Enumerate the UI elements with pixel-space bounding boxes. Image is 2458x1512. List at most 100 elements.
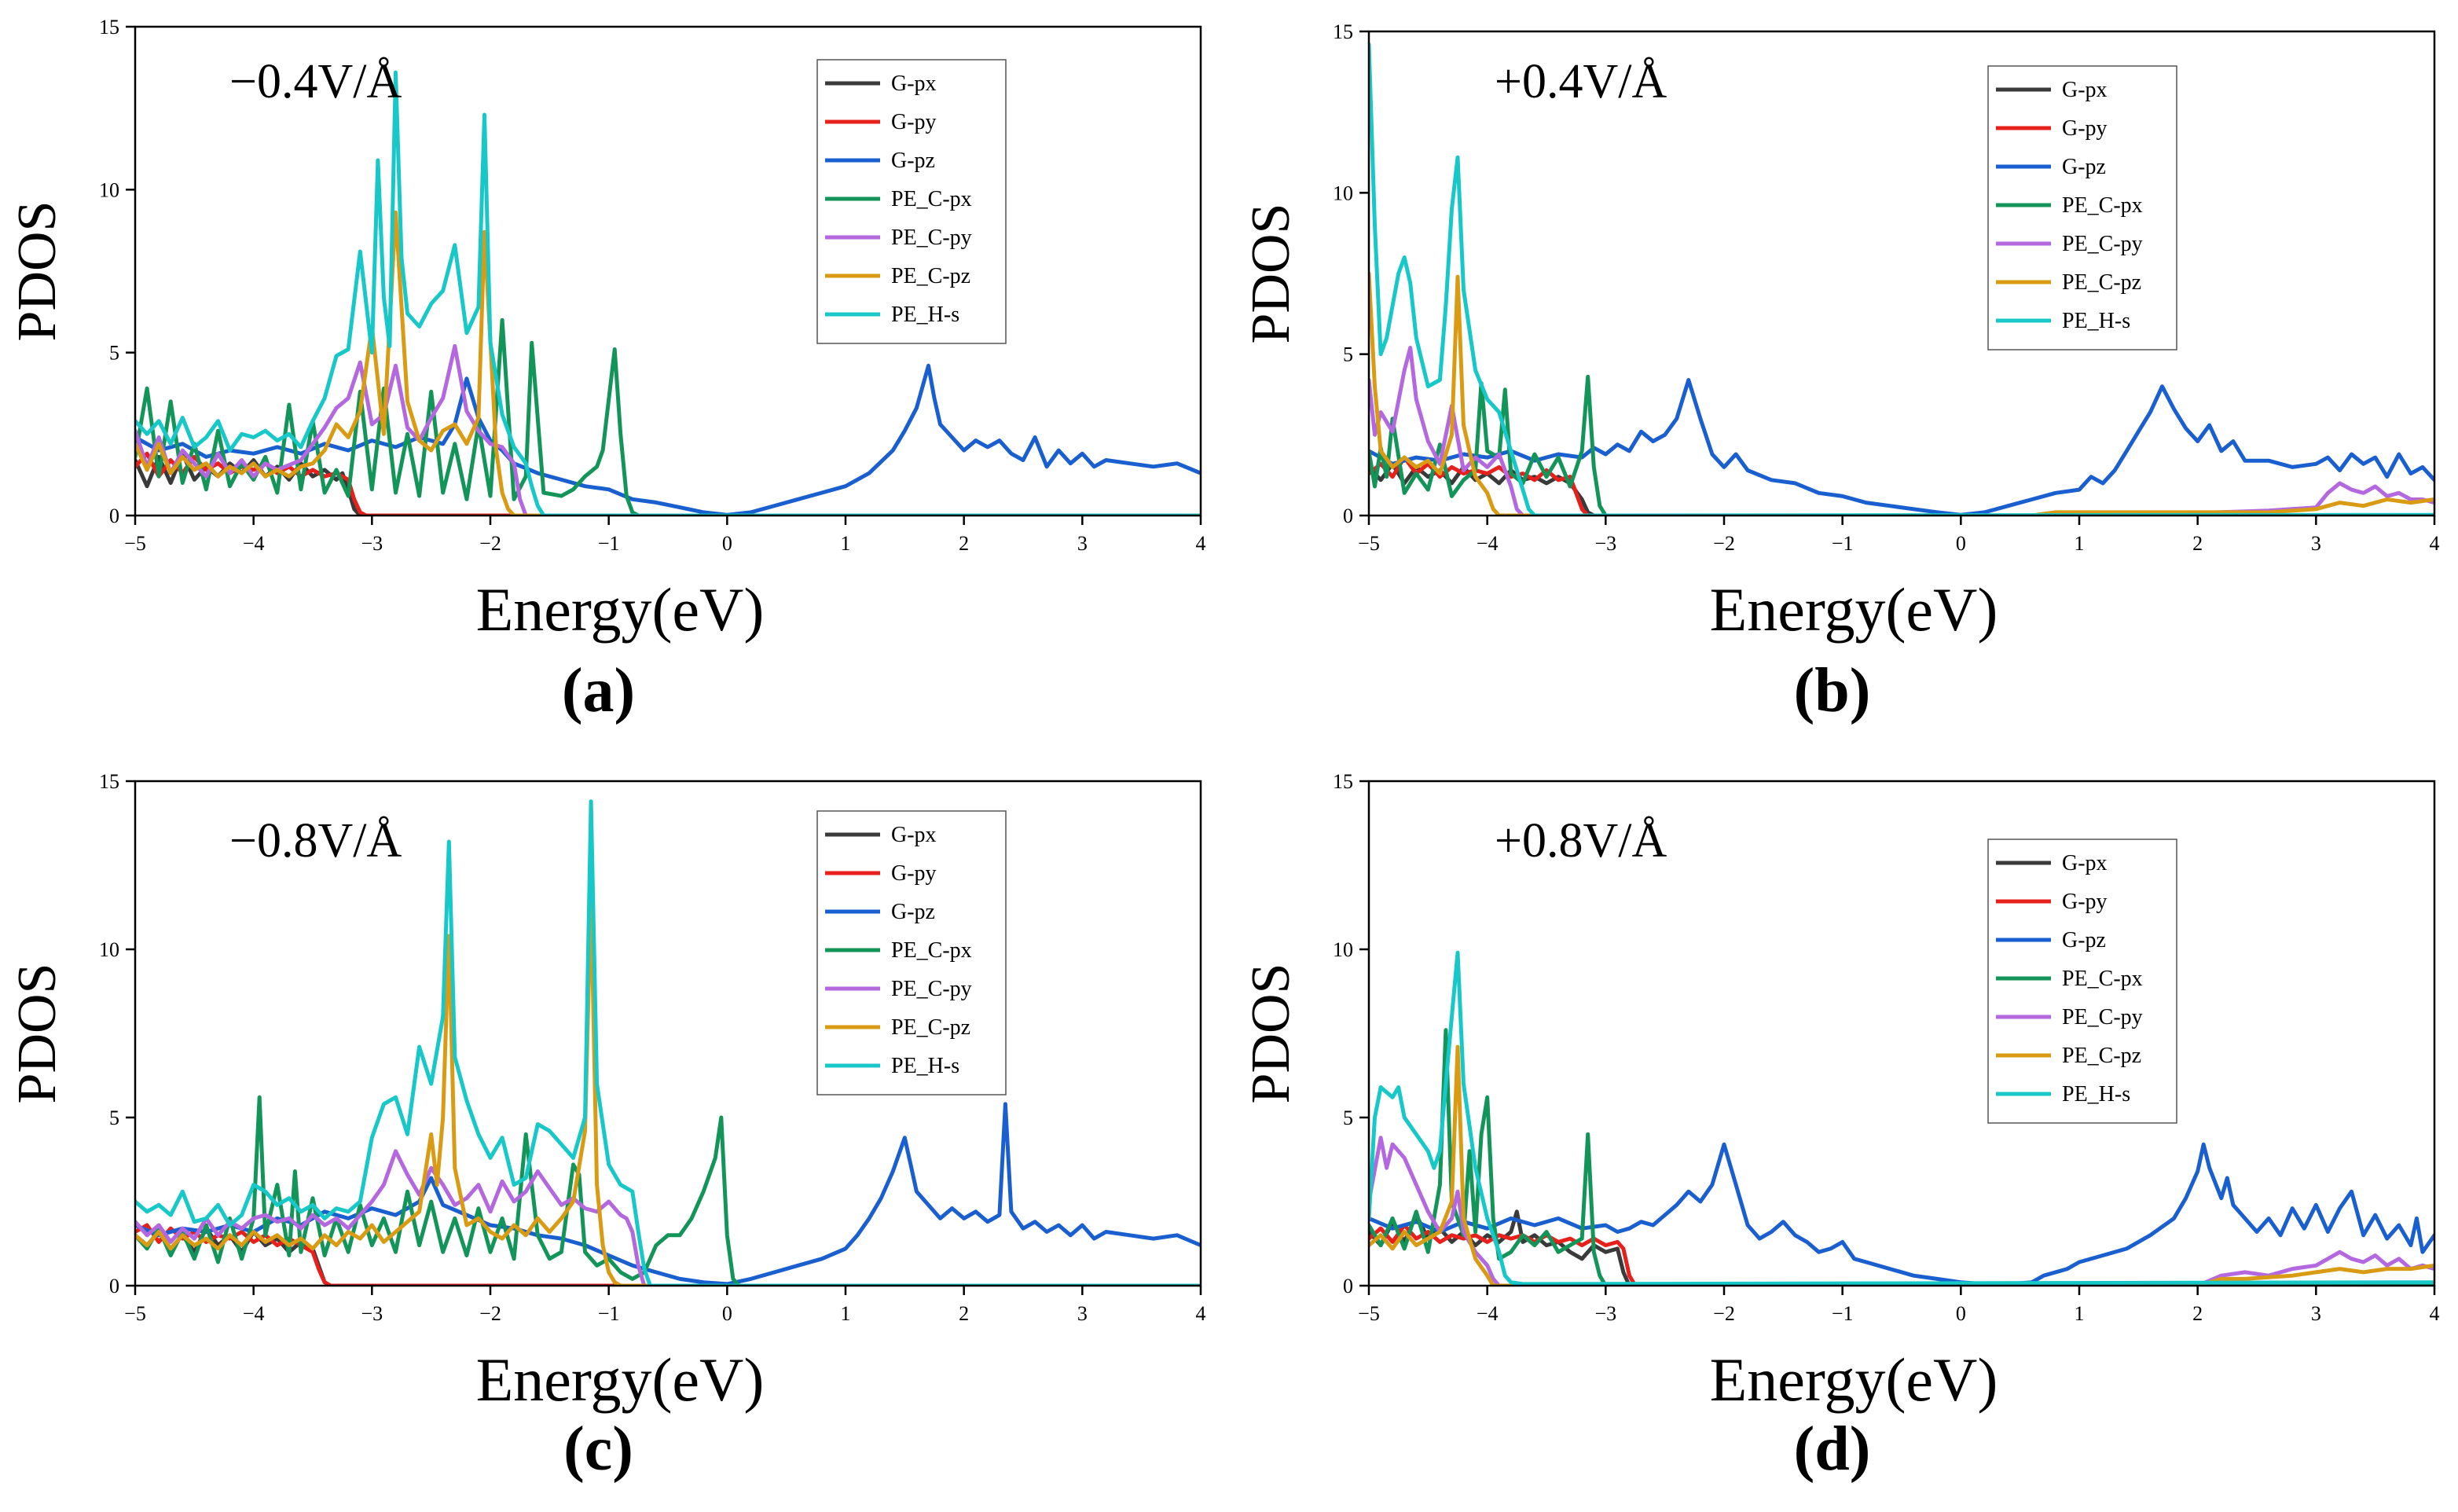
series-line-pe-c-py: [1369, 1136, 2434, 1286]
y-axis-label: PDOS: [1241, 204, 1301, 344]
legend-label: G-pz: [891, 149, 935, 173]
y-tick-label: 15: [99, 16, 119, 39]
y-tick-label: 15: [1333, 20, 1353, 43]
x-tick-label: 0: [722, 1302, 732, 1325]
series-line-g-py: [1369, 1223, 2434, 1286]
x-tick-label: 3: [2311, 1302, 2321, 1325]
series-line-pe-c-pz: [1369, 1044, 2434, 1286]
series-line-pe-h-s: [1369, 950, 2434, 1286]
series-line-g-py: [1369, 455, 2434, 516]
plot-frame: [134, 25, 1202, 517]
x-tick-label: −3: [1594, 1302, 1616, 1325]
x-tick-label: 4: [2430, 532, 2440, 555]
x-tick-label: −1: [598, 1302, 620, 1325]
x-tick-label: −1: [598, 532, 620, 555]
series-line-g-pz: [135, 1102, 1201, 1286]
field-annotation: −0.8V/Å: [229, 814, 402, 868]
legend-label: PE_C-py: [2062, 232, 2143, 256]
panel-label: (d): [1794, 1415, 1871, 1484]
y-tick-label: 0: [1343, 505, 1353, 527]
series-line-pe-h-s: [1369, 42, 2434, 516]
y-tick-label: 0: [109, 505, 119, 527]
chart-panel: −5 −4 −3 −2 −1 0 1 2 3 4 0 5 10 15 Energy(eV) PDOS +0.4V…: [1241, 20, 2440, 725]
series-line-pe-c-px: [1369, 374, 2434, 516]
legend-label: G-pz: [2062, 155, 2106, 179]
legend-label: PE_H-s: [891, 303, 959, 327]
field-annotation: +0.8V/Å: [1495, 814, 1667, 868]
x-axis-label: Energy(eV): [1710, 1345, 1998, 1414]
y-axis-label: PDOS: [7, 963, 68, 1104]
x-tick-label: 1: [2075, 532, 2085, 555]
series-line-g-pz: [135, 363, 1201, 516]
x-tick-label: −4: [243, 532, 265, 555]
x-tick-label: 1: [841, 532, 851, 555]
series-line-pe-c-px: [1369, 1028, 2434, 1286]
legend-box: [1987, 839, 2177, 1124]
series-line-g-pz: [1369, 1142, 2434, 1286]
panel-label: (a): [562, 656, 635, 725]
x-tick-label: −3: [361, 1302, 383, 1325]
x-tick-label: −2: [479, 532, 501, 555]
x-tick-label: 0: [1956, 532, 1966, 555]
y-tick-label: 10: [99, 178, 119, 201]
legend: G-px G-py G-pz PE_C-px PE_C-py PE_C-pz PE_H-s: [816, 810, 1007, 1095]
legend-label: G-px: [891, 823, 937, 847]
x-axis-label: Energy(eV): [1710, 575, 1998, 644]
chart-panel: −5 −4 −3 −2 −1 0 1 2 3 4 0 5 10 15 Energy(eV) PDOS −0.4V…: [7, 16, 1206, 725]
series-line-pe-c-py: [135, 1149, 1201, 1286]
legend-label: G-px: [891, 72, 937, 96]
legend: G-px G-py G-pz PE_C-px PE_C-py PE_C-pz PE_H-s: [816, 59, 1007, 344]
legend-label: PE_C-pz: [2062, 1044, 2141, 1068]
x-tick-label: 0: [722, 532, 732, 555]
y-tick-label: 0: [1343, 1275, 1353, 1297]
series-line-pe-h-s: [135, 799, 1201, 1286]
legend-label: PE_C-py: [891, 977, 972, 1001]
x-tick-label: 2: [2192, 532, 2203, 555]
legend-label: G-py: [2062, 890, 2108, 914]
series-line-pe-c-pz: [135, 894, 1201, 1286]
plot-frame: [1367, 780, 2436, 1287]
legend-label: G-py: [891, 110, 937, 134]
legend-label: PE_C-pz: [891, 1015, 970, 1040]
y-tick-label: 5: [1343, 1106, 1353, 1129]
x-axis-label: Energy(eV): [476, 575, 765, 644]
x-tick-label: 0: [1956, 1302, 1966, 1325]
legend-label: PE_C-px: [2062, 967, 2143, 991]
series-group: [135, 70, 1201, 516]
legend-label: PE_H-s: [891, 1054, 959, 1078]
legend-box: [1987, 65, 2177, 350]
legend-box: [816, 59, 1007, 344]
x-tick-label: −4: [243, 1302, 265, 1325]
panels-container: −5 −4 −3 −2 −1 0 1 2 3 4051015Energy(eV)PDOS−0.4V…: [7, 16, 2440, 1484]
x-tick-label: −5: [124, 1302, 146, 1325]
x-tick-label: −5: [124, 532, 146, 555]
x-tick-label: 2: [2192, 1302, 2203, 1325]
y-tick-label: 10: [99, 938, 119, 961]
field-annotation: −0.4V/Å: [229, 55, 402, 108]
x-tick-label: 1: [841, 1302, 851, 1325]
series-group: [135, 799, 1201, 1286]
series-group: [1369, 42, 2434, 516]
series-line-pe-c-py: [1369, 346, 2434, 516]
y-tick-label: 10: [1333, 182, 1353, 204]
y-tick-label: 5: [109, 342, 119, 365]
legend-label: G-px: [2062, 851, 2108, 875]
y-tick-label: 5: [109, 1106, 119, 1129]
x-tick-label: −4: [1477, 1302, 1499, 1325]
y-tick-label: 0: [109, 1275, 119, 1297]
x-tick-label: 3: [1077, 1302, 1088, 1325]
x-tick-label: 2: [959, 1302, 969, 1325]
x-tick-label: −2: [1713, 1302, 1735, 1325]
x-tick-label: −3: [1594, 532, 1616, 555]
series-line-pe-c-pz: [1369, 271, 2434, 516]
plot-frame: [134, 780, 1202, 1287]
legend-label: PE_C-pz: [2062, 270, 2141, 295]
x-tick-label: −2: [479, 1302, 501, 1325]
x-tick-label: 4: [1196, 532, 1206, 555]
x-tick-label: −1: [1832, 532, 1854, 555]
series-line-pe-h-s: [135, 70, 1201, 516]
chart-panel: −5 −4 −3 −2 −1 0 1 2 3 4 0 5 10 15 Energy(eV) PDOS −0.8V…: [7, 770, 1206, 1484]
x-tick-label: −4: [1477, 532, 1499, 555]
x-axis-label: Energy(eV): [476, 1345, 765, 1414]
